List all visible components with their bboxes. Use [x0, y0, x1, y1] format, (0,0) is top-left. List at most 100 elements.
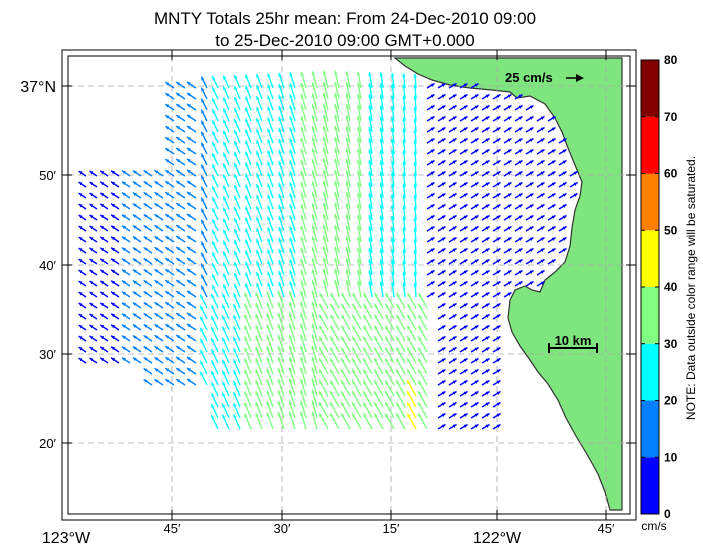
current-vector-head [507, 281, 512, 285]
current-vector-head [562, 226, 567, 230]
current-vector-head [368, 281, 372, 285]
current-vector-head [551, 116, 556, 120]
current-vector-head [89, 170, 94, 175]
current-vector-head [368, 105, 372, 109]
current-vector-head [441, 193, 446, 197]
current-vector-head [267, 106, 271, 111]
current-vector-head [322, 92, 327, 97]
current-vector-head [143, 236, 148, 240]
current-vector-head [562, 171, 567, 175]
current-vector-head [211, 349, 215, 354]
current-vector-head [288, 356, 293, 361]
current-vector-head [256, 205, 260, 210]
current-vector-head [165, 247, 170, 251]
current-vector-head [143, 368, 148, 372]
current-vector-head [363, 358, 367, 363]
current-vector-head [385, 336, 389, 341]
current-vector-head [396, 413, 400, 418]
current-vector-head [379, 259, 384, 264]
current-vector-head [418, 369, 422, 374]
current-vector-head [345, 203, 349, 208]
current-vector-head [176, 126, 181, 130]
current-vector-head [78, 193, 83, 197]
colorbar-segment [641, 60, 659, 117]
current-vector-head [201, 230, 205, 235]
current-vector-head [374, 347, 378, 352]
current-vector-head [463, 248, 468, 252]
current-vector-head [496, 171, 501, 175]
current-vector-head [485, 369, 490, 373]
current-vector-head [278, 237, 282, 242]
current-vector-head [341, 402, 345, 407]
current-vector-head [518, 248, 523, 252]
current-vector-head [474, 292, 479, 296]
current-vector-head [496, 215, 501, 219]
current-vector-head [277, 356, 281, 361]
current-vector-head [507, 138, 512, 142]
current-vector-head [223, 75, 227, 80]
current-vector-head [485, 204, 490, 208]
current-vector-head [363, 347, 367, 352]
current-vector-head [154, 258, 159, 262]
colorbar-tick-label: 0 [664, 507, 671, 521]
current-vector-head [289, 149, 293, 154]
current-vector-head [300, 225, 304, 230]
current-vector-head [132, 302, 137, 306]
current-vector-head [463, 259, 468, 263]
current-vector-head [334, 235, 338, 240]
current-vector-head [441, 303, 446, 307]
current-vector-head [234, 141, 238, 146]
current-vector-head [186, 279, 191, 284]
current-vector-head [485, 402, 490, 406]
current-vector-head [452, 215, 457, 219]
current-vector-head [200, 305, 204, 310]
current-vector-head [121, 302, 126, 307]
current-vector-head [201, 263, 205, 268]
current-vector-head [176, 247, 181, 251]
current-vector-head [267, 128, 271, 133]
current-vector-head [334, 202, 338, 207]
current-vector-head [452, 149, 457, 153]
current-vector-head [390, 160, 395, 165]
current-vector-head [121, 192, 126, 197]
current-vector-head [89, 280, 94, 285]
current-vector-head [551, 182, 556, 186]
current-vector-head [413, 249, 417, 254]
current-vector-head [474, 204, 479, 208]
current-vector-head [413, 183, 417, 188]
current-vector-head [223, 152, 227, 157]
current-vector-head [485, 336, 490, 340]
current-vector-head [201, 120, 205, 125]
current-vector-head [266, 390, 270, 395]
current-vector-head [356, 115, 361, 120]
current-vector-head [452, 303, 457, 307]
current-vector-head [212, 252, 216, 257]
current-vector-head [212, 274, 216, 279]
current-vector-head [322, 268, 327, 273]
current-vector-head [300, 280, 304, 285]
current-vector-head [121, 313, 126, 318]
lat-label-20: 20′ [39, 436, 56, 451]
colorbar-segment [641, 287, 659, 344]
current-vector-head [330, 347, 334, 352]
current-vector-head [78, 270, 83, 274]
current-vector-head [352, 325, 356, 330]
current-vector-head [89, 357, 94, 362]
current-vector-head [356, 126, 361, 131]
current-vector-head [430, 237, 435, 241]
current-vector-head [244, 347, 248, 352]
current-vector-head [352, 336, 356, 341]
current-vector-head [345, 192, 349, 197]
current-vector-head [311, 269, 316, 274]
current-vector-head [352, 347, 356, 352]
colorbar-tick-label: 30 [664, 337, 678, 351]
current-vector-head [311, 159, 316, 164]
current-vector-head [322, 81, 327, 86]
current-vector-head [111, 258, 116, 263]
current-vector-head [89, 225, 94, 230]
current-vector-head [154, 280, 159, 284]
current-vector-head [165, 93, 170, 97]
current-vector-head [430, 193, 435, 197]
current-vectors [78, 70, 578, 430]
colorbar-tick-label: 10 [664, 450, 678, 464]
